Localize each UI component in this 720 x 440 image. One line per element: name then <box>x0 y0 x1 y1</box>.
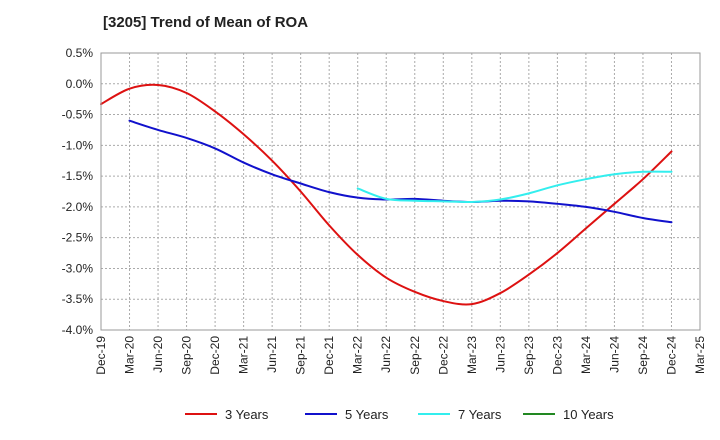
y-tick-label: -2.0% <box>62 200 94 214</box>
y-axis: 0.5% 0.0% -0.5% -1.0% -1.5% -2.0% -2.5% -3.0% -3… <box>62 46 94 337</box>
legend-label-3-years: 3 Years <box>225 407 269 422</box>
x-tick-label: Jun-22 <box>379 336 393 373</box>
x-tick-label: Sep-21 <box>294 336 308 375</box>
y-tick-label: -4.0% <box>62 323 94 337</box>
series-line-7-years <box>356 170 673 204</box>
x-tick-label: Dec-20 <box>208 336 222 375</box>
x-tick-label: Sep-20 <box>180 336 194 375</box>
x-tick-label: Jun-24 <box>607 336 621 373</box>
y-tick-label: -0.5% <box>62 108 94 122</box>
x-tick-label: Mar-22 <box>351 336 365 374</box>
y-tick-label: 0.0% <box>66 77 94 91</box>
x-tick-label: Dec-23 <box>550 336 564 375</box>
legend: 3 Years 5 Years 7 Years 10 Years <box>185 407 614 422</box>
x-tick-label: Mar-25 <box>693 336 707 374</box>
chart-title: [3205] Trend of Mean of ROA <box>103 14 309 31</box>
legend-label-5-years: 5 Years <box>345 407 389 422</box>
y-tick-label: -3.5% <box>62 292 94 306</box>
x-axis: Dec-19 Mar-20 Jun-20 Sep-20 Dec-20 Mar-21 Jun-… <box>94 336 707 375</box>
x-tick-label: Jun-20 <box>151 336 165 373</box>
x-tick-label: Jun-23 <box>493 336 507 373</box>
x-tick-label: Jun-21 <box>265 336 279 373</box>
y-tick-label: 0.5% <box>66 46 94 60</box>
x-tick-label: Dec-19 <box>94 336 108 375</box>
x-tick-label: Sep-24 <box>636 336 650 375</box>
x-tick-label: Mar-23 <box>465 336 479 374</box>
series-line-3-years <box>100 83 673 306</box>
series-layer <box>100 83 673 306</box>
legend-label-10-years: 10 Years <box>563 407 614 422</box>
x-tick-label: Mar-20 <box>123 336 137 374</box>
x-tick-label: Dec-24 <box>664 336 678 375</box>
y-tick-label: -3.0% <box>62 261 94 275</box>
y-tick-label: -2.5% <box>62 231 94 245</box>
legend-label-7-years: 7 Years <box>458 407 502 422</box>
y-tick-label: -1.5% <box>62 169 94 183</box>
x-tick-label: Sep-23 <box>522 336 536 375</box>
x-tick-label: Dec-21 <box>322 336 336 375</box>
x-tick-label: Dec-22 <box>436 336 450 375</box>
plot-frame <box>100 52 701 331</box>
y-tick-label: -1.0% <box>62 138 94 152</box>
x-tick-label: Mar-24 <box>579 336 593 374</box>
x-tick-label: Mar-21 <box>237 336 251 374</box>
x-tick-label: Sep-22 <box>408 336 422 375</box>
series-line-5-years <box>128 119 673 224</box>
